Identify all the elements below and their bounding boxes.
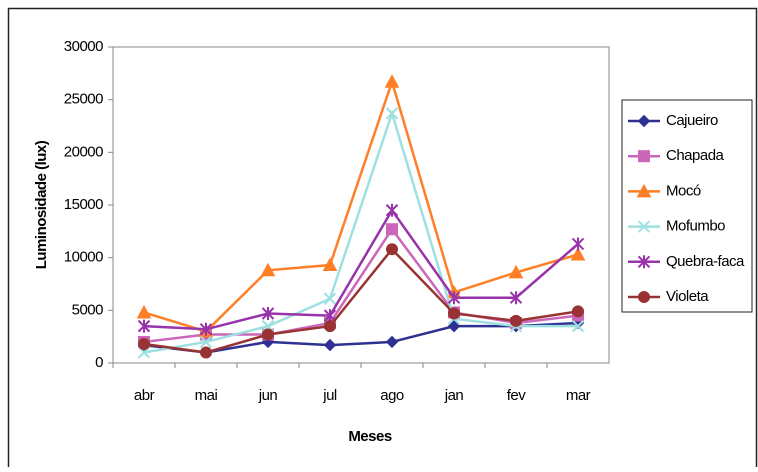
series-line (143, 247, 579, 354)
legend-label: Violeta (666, 288, 709, 305)
y-tick-label: 30000 (64, 38, 103, 55)
marker (510, 314, 522, 327)
legend-marker (638, 150, 650, 163)
legend-marker (637, 114, 651, 128)
y-tick-label: 0 (95, 354, 103, 371)
series-line (143, 109, 578, 354)
y-tick-label: 15000 (64, 196, 103, 213)
marker (508, 264, 524, 279)
x-tick-label: jun (258, 387, 278, 404)
marker (323, 292, 337, 305)
x-tick-label: fev (507, 387, 527, 404)
marker (261, 306, 275, 320)
y-axis-title: Luminosidade (lux) (33, 140, 50, 269)
legend-label: Chapada (666, 147, 725, 164)
y-tick-label: 10000 (64, 249, 103, 266)
x-axis-title: Meses (348, 428, 392, 445)
x-tick-label: jul (322, 387, 337, 404)
marker (571, 237, 585, 251)
marker (447, 319, 461, 333)
legend-label: Cajueiro (666, 112, 718, 129)
marker (138, 338, 150, 351)
legend-marker (638, 291, 650, 303)
marker (323, 338, 337, 352)
series-line (143, 207, 579, 331)
legend-label: Quebra-faca (666, 253, 745, 270)
marker (323, 309, 337, 323)
marker (572, 305, 584, 318)
marker (448, 307, 460, 320)
marker (261, 319, 275, 333)
marker (570, 246, 586, 261)
marker (509, 291, 523, 305)
x-tick-label: jan (444, 387, 464, 404)
y-tick-label: 25000 (64, 91, 103, 108)
chart-frame (7, 7, 758, 472)
marker (137, 319, 151, 333)
marker (385, 107, 399, 120)
y-tick-label: 20000 (64, 143, 103, 160)
x-tick-label: mai (195, 387, 218, 404)
y-tick-label: 5000 (72, 301, 104, 318)
legend-marker (637, 220, 651, 233)
marker (324, 320, 336, 333)
marker (199, 335, 213, 349)
series-line (143, 227, 579, 344)
marker (386, 243, 398, 256)
marker (571, 319, 585, 333)
marker (322, 257, 338, 272)
marker (385, 335, 399, 349)
legend-marker (637, 255, 651, 269)
legend (621, 99, 753, 313)
marker (385, 203, 399, 217)
marker (137, 346, 151, 359)
marker (386, 223, 398, 236)
marker (199, 322, 213, 336)
marker (447, 291, 461, 305)
marker (136, 304, 152, 319)
marker (260, 262, 276, 277)
legend-label: Mofumbo (666, 218, 725, 235)
series-line (143, 77, 579, 333)
marker (200, 346, 212, 359)
legend-marker (636, 183, 652, 198)
x-tick-label: ago (380, 387, 404, 404)
marker (262, 328, 274, 341)
legend-label: Mocó (666, 182, 701, 199)
x-tick-label: abr (134, 387, 155, 404)
marker (384, 74, 400, 88)
x-tick-label: mar (566, 387, 591, 404)
